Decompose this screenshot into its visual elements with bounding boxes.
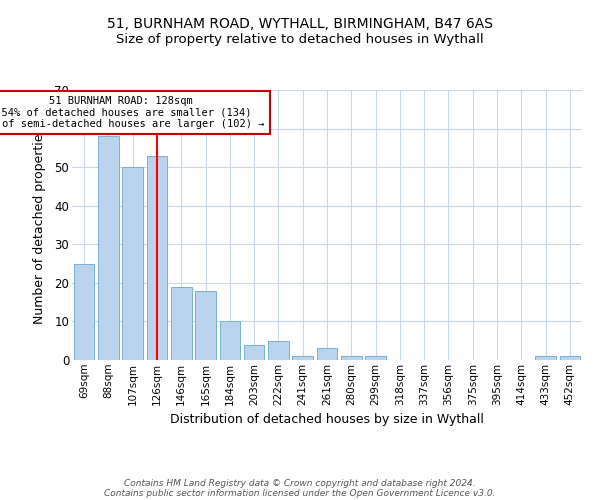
- Text: Contains public sector information licensed under the Open Government Licence v3: Contains public sector information licen…: [104, 488, 496, 498]
- Bar: [74, 264, 94, 360]
- Bar: [171, 286, 191, 360]
- Bar: [98, 136, 119, 360]
- Bar: [365, 356, 386, 360]
- Y-axis label: Number of detached properties: Number of detached properties: [33, 126, 46, 324]
- Bar: [122, 167, 143, 360]
- Bar: [560, 356, 580, 360]
- Text: 51, BURNHAM ROAD, WYTHALL, BIRMINGHAM, B47 6AS: 51, BURNHAM ROAD, WYTHALL, BIRMINGHAM, B…: [107, 18, 493, 32]
- Bar: [268, 340, 289, 360]
- Bar: [535, 356, 556, 360]
- Bar: [146, 156, 167, 360]
- Text: Size of property relative to detached houses in Wythall: Size of property relative to detached ho…: [116, 32, 484, 46]
- Bar: [317, 348, 337, 360]
- Bar: [220, 322, 240, 360]
- Bar: [292, 356, 313, 360]
- Text: Contains HM Land Registry data © Crown copyright and database right 2024.: Contains HM Land Registry data © Crown c…: [124, 478, 476, 488]
- Bar: [244, 344, 265, 360]
- Bar: [341, 356, 362, 360]
- Bar: [195, 290, 216, 360]
- Text: 51 BURNHAM ROAD: 128sqm
← 54% of detached houses are smaller (134)
41% of semi-d: 51 BURNHAM ROAD: 128sqm ← 54% of detache…: [0, 96, 265, 129]
- X-axis label: Distribution of detached houses by size in Wythall: Distribution of detached houses by size …: [170, 413, 484, 426]
